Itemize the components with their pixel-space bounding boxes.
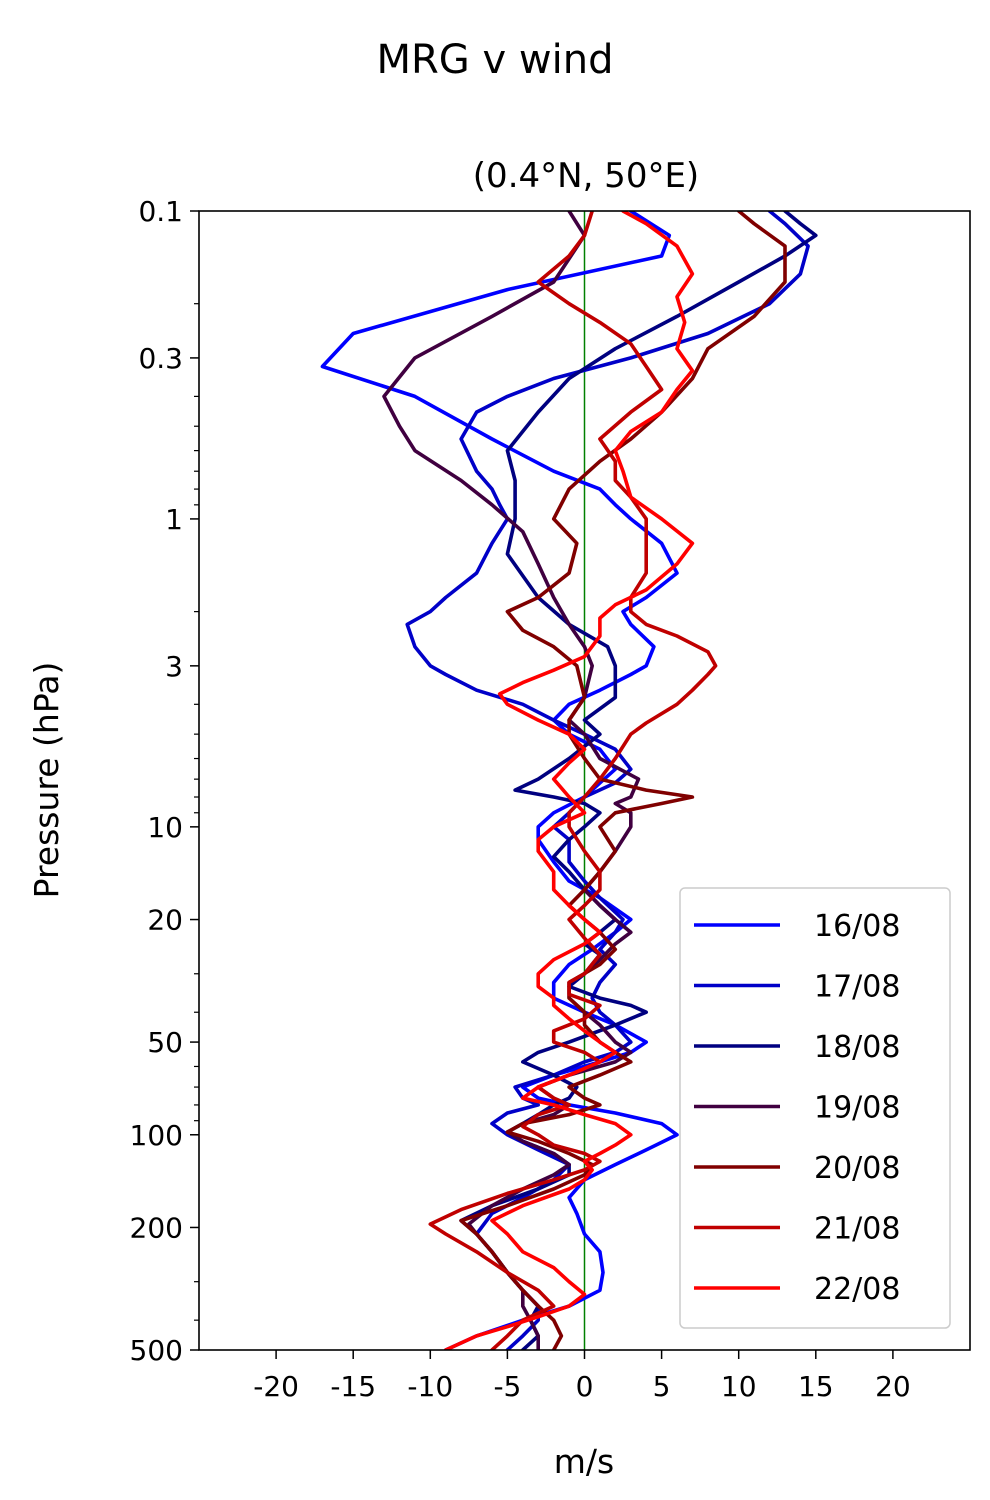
y-tick-label: 10 bbox=[147, 811, 183, 844]
x-tick-label: 20 bbox=[875, 1370, 911, 1403]
y-tick-label: 500 bbox=[130, 1334, 183, 1367]
x-tick-label: -5 bbox=[493, 1370, 521, 1403]
x-tick-label: 15 bbox=[798, 1370, 834, 1403]
y-tick-label: 3 bbox=[165, 650, 183, 683]
series-line-22-08 bbox=[443, 211, 695, 1350]
chart-title: MRG v wind bbox=[377, 37, 614, 83]
y-tick-label: 200 bbox=[130, 1211, 183, 1244]
legend-label: 19/08 bbox=[814, 1091, 900, 1126]
y-tick-label: 20 bbox=[147, 904, 183, 937]
legend-label: 22/08 bbox=[814, 1272, 900, 1307]
legend-label: 21/08 bbox=[814, 1212, 900, 1247]
y-axis: 0.1 0.3 1 3 10 20 50 100 200 500 bbox=[130, 195, 199, 1367]
x-tick-label: -20 bbox=[253, 1370, 299, 1403]
y-axis-label: Pressure (hPa) bbox=[27, 662, 66, 899]
y-tick-label: 0.3 bbox=[138, 342, 183, 375]
legend-label: 18/08 bbox=[814, 1030, 900, 1065]
x-axis: -20 -15 -10 -5 0 5 10 15 20 bbox=[253, 1350, 911, 1403]
plot-frame bbox=[198, 210, 971, 1351]
x-axis-label: m/s bbox=[554, 1442, 614, 1481]
series-line-16-08 bbox=[320, 211, 679, 1350]
legend-label: 16/08 bbox=[814, 909, 900, 944]
legend-box bbox=[679, 887, 951, 1329]
chart-subtitle: (0.4°N, 50°E) bbox=[473, 156, 699, 196]
x-tick-label: 0 bbox=[576, 1370, 594, 1403]
y-tick-label: 100 bbox=[130, 1119, 183, 1152]
legend-label: 20/08 bbox=[814, 1151, 900, 1186]
y-tick-label: 0.1 bbox=[138, 195, 183, 228]
legend: 16/08 17/08 18/08 19/08 20/08 21/08 22/08 bbox=[679, 887, 951, 1329]
series-lines bbox=[320, 211, 818, 1350]
y-tick-label: 1 bbox=[165, 503, 183, 536]
x-tick-label: -10 bbox=[407, 1370, 453, 1403]
series-line-21-08 bbox=[428, 211, 718, 1350]
y-minor-ticks bbox=[194, 303, 199, 1321]
x-tick-label: 10 bbox=[721, 1370, 757, 1403]
legend-label: 17/08 bbox=[814, 970, 900, 1005]
x-tick-label: 5 bbox=[653, 1370, 671, 1403]
y-tick-label: 50 bbox=[147, 1026, 183, 1059]
x-tick-label: -15 bbox=[330, 1370, 376, 1403]
